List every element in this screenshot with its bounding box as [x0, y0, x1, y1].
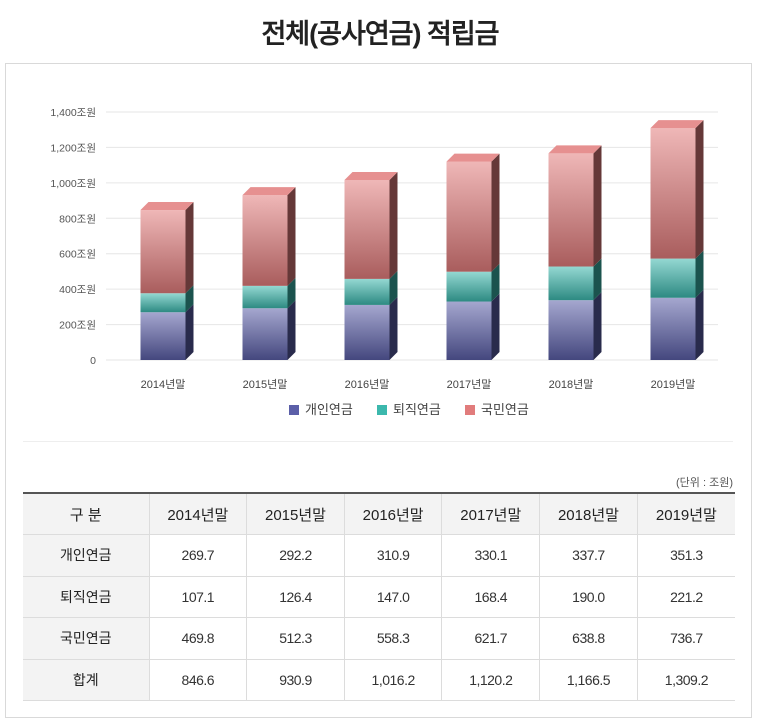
row-label: 퇴직연금	[23, 576, 149, 618]
bar-segment	[446, 293, 500, 360]
y-tick-label: 1,000조원	[50, 178, 96, 190]
table-cell: 1,016.2	[343, 659, 442, 701]
table-cell: 512.3	[246, 617, 345, 660]
bar-segment	[650, 250, 704, 298]
table-row: 퇴직연금 107.1 126.4 147.0 168.4 190.0 221.2	[23, 576, 735, 618]
table-cell: 1,120.2	[441, 659, 540, 701]
table-cell: 269.7	[148, 534, 247, 577]
y-tick-label: 1,400조원	[50, 107, 96, 119]
table-cell: 310.9	[343, 534, 442, 577]
table-header-cell: 2017년말	[441, 493, 540, 535]
table-row: 합계 846.6 930.9 1,016.2 1,120.2 1,166.5 1…	[23, 659, 735, 701]
bar-segment	[140, 304, 194, 360]
y-tick-label: 400조원	[59, 284, 96, 296]
y-tick-label: 800조원	[59, 213, 96, 225]
y-tick-label: 0	[90, 355, 96, 367]
row-label: 국민연금	[23, 617, 149, 660]
bar-segment	[548, 292, 602, 360]
bar-segment	[446, 263, 500, 302]
table-cell: 107.1	[148, 576, 247, 618]
bar-segment	[344, 270, 398, 305]
table-cell: 1,166.5	[539, 659, 638, 701]
bar-segment	[140, 285, 194, 313]
table-header-cell: 2018년말	[539, 493, 638, 535]
table-header-row: 구 분 2014년말 2015년말 2016년말 2017년말 2018년말 2…	[23, 493, 735, 535]
table-cell: 292.2	[246, 534, 345, 577]
table-cell: 558.3	[343, 617, 442, 660]
table-row: 개인연금 269.7 292.2 310.9 330.1 337.7 351.3	[23, 534, 735, 577]
table-cell: 1,309.2	[636, 659, 735, 701]
legend-swatch	[377, 405, 387, 415]
table-cell: 147.0	[343, 576, 442, 618]
stacked-bar-chart: 0 200조원 400조원 600조원 800조원 1,000조원 1,200조원 1,400…	[50, 107, 718, 417]
bar-segment	[242, 187, 296, 286]
x-tick-label: 2017년말	[447, 378, 492, 391]
table-cell: 469.8	[148, 617, 247, 660]
table-header-cell: 2015년말	[246, 493, 345, 535]
bar-segment	[650, 289, 704, 360]
table-header-cell: 2019년말	[636, 493, 735, 535]
table-cell: 126.4	[246, 576, 345, 618]
y-tick-label: 600조원	[59, 249, 96, 261]
table-cell: 190.0	[539, 576, 638, 618]
bar-segment	[242, 277, 296, 309]
table-row: 국민연금 469.8 512.3 558.3 621.7 638.8 736.7	[23, 617, 735, 660]
bar-segment	[548, 258, 602, 301]
page-title: 전체(공사연금) 적립금	[261, 19, 499, 49]
table-cell: 846.6	[148, 659, 247, 701]
legend-swatch	[465, 405, 475, 415]
table-cell: 736.7	[636, 617, 735, 660]
x-tick-label: 2018년말	[549, 378, 594, 391]
unit-label: (단위 : 조원)	[676, 477, 733, 489]
table-cell: 330.1	[441, 534, 540, 577]
bar-segment	[242, 300, 296, 360]
legend-item: 퇴직연금	[377, 402, 441, 417]
table-cell: 621.7	[441, 617, 540, 660]
bar-segment	[140, 202, 194, 294]
y-tick-label: 1,200조원	[50, 142, 96, 154]
bar-segment	[344, 296, 398, 360]
row-label: 개인연금	[23, 534, 149, 577]
x-tick-label: 2015년말	[243, 378, 288, 391]
table-cell: 168.4	[441, 576, 540, 618]
legend-label: 개인연금	[305, 402, 353, 417]
table-cell: 337.7	[539, 534, 638, 577]
table-cell: 930.9	[246, 659, 345, 701]
legend-label: 국민연금	[481, 402, 529, 417]
y-tick-label: 200조원	[59, 320, 96, 332]
chart-divider	[23, 441, 733, 442]
bar-segment	[446, 153, 500, 272]
legend-swatch	[289, 405, 299, 415]
legend-item: 개인연금	[289, 402, 353, 417]
bar-segment	[344, 171, 398, 279]
table-header-cell: 2016년말	[343, 493, 442, 535]
table-header-cell: 구 분	[23, 493, 149, 535]
bar-segment	[650, 120, 704, 259]
table-header-cell: 2014년말	[148, 493, 247, 535]
x-tick-label: 2016년말	[345, 378, 390, 391]
table-cell: 351.3	[636, 534, 735, 577]
legend-item: 국민연금	[465, 402, 529, 417]
bar-segment	[548, 145, 602, 267]
chart-card: 0 200조원 400조원 600조원 800조원 1,000조원 1,200조원 1,400…	[5, 63, 752, 718]
x-tick-label: 2019년말	[651, 378, 696, 391]
x-tick-label: 2014년말	[141, 378, 186, 391]
table-cell: 638.8	[539, 617, 638, 660]
row-label: 합계	[23, 659, 149, 701]
pension-data-table: 구 분 2014년말 2015년말 2016년말 2017년말 2018년말 2…	[23, 492, 735, 701]
table-cell: 221.2	[636, 576, 735, 618]
legend-label: 퇴직연금	[393, 402, 441, 417]
